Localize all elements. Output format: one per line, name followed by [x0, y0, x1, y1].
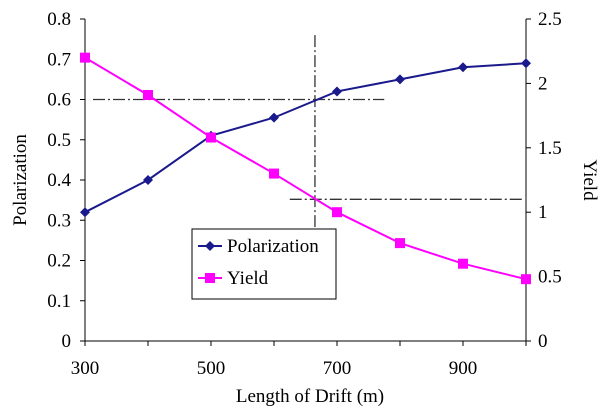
left-y-tick-label: 0.8 — [47, 9, 71, 30]
yield-series-line — [84, 56, 527, 281]
polarization-data-point — [143, 175, 153, 185]
yield-data-point — [269, 168, 279, 179]
legend: Polarization Yield — [191, 228, 337, 300]
left-y-tick-label: 0.2 — [47, 251, 71, 272]
left-y-tick-label: 0.4 — [47, 170, 71, 191]
legend-label-yield: Yield — [227, 268, 269, 289]
x-tick-label: 900 — [449, 358, 478, 379]
right-y-tick-labels: 0 0.5 1 1.5 2 2.5 — [538, 9, 562, 352]
right-y-tick-label: 1 — [538, 202, 548, 223]
left-y-tick-label: 0.7 — [47, 49, 71, 70]
right-y-tick-label: 2 — [538, 73, 548, 94]
legend-label-polarization: Polarization — [227, 236, 319, 257]
x-tick-label: 500 — [197, 358, 226, 379]
right-y-tick-label: 0.5 — [538, 267, 562, 288]
yield-data-point — [521, 274, 531, 285]
yield-data-point — [458, 258, 468, 269]
right-y-tick-label: 1.5 — [538, 138, 562, 159]
x-tick-label: 300 — [71, 358, 100, 379]
left-y-tick-labels: 0 0.1 0.2 0.3 0.4 0.5 0.6 0.7 0.8 — [47, 9, 71, 352]
legend-box — [191, 228, 337, 300]
polarization-data-point — [395, 74, 405, 85]
left-y-tick-label: 0.3 — [47, 210, 71, 231]
left-y-tick-label: 0.1 — [47, 291, 71, 312]
polarization-series-line — [84, 62, 527, 214]
x-tick-label: 700 — [323, 358, 352, 379]
yield-data-point — [80, 52, 90, 63]
axes — [80, 18, 531, 346]
polarization-data-point — [458, 62, 468, 73]
left-y-axis-title: Polarization — [10, 134, 31, 226]
series-layer — [80, 52, 531, 285]
yield-data-point — [332, 207, 342, 218]
left-y-tick-label: 0.6 — [47, 90, 71, 111]
x-tick-labels: 300 500 700 900 — [71, 358, 478, 379]
polarization-data-point — [80, 207, 90, 218]
x-axis-title: Length of Drift (m) — [236, 386, 384, 407]
polarization-data-point — [332, 86, 342, 97]
legend-marker-yield — [205, 273, 215, 283]
yield-data-point — [143, 89, 153, 100]
right-y-axis-title: Yield — [579, 159, 600, 201]
polarization-data-point — [269, 112, 279, 123]
right-y-tick-label: 2.5 — [538, 9, 562, 30]
left-y-tick-label: 0 — [62, 331, 72, 352]
yield-data-point — [395, 238, 405, 249]
polarization-data-point — [521, 58, 531, 69]
right-y-tick-label: 0 — [538, 331, 548, 352]
yield-data-point — [206, 132, 216, 143]
left-y-tick-label: 0.5 — [47, 130, 71, 151]
legend-marker-polarization — [205, 241, 215, 251]
